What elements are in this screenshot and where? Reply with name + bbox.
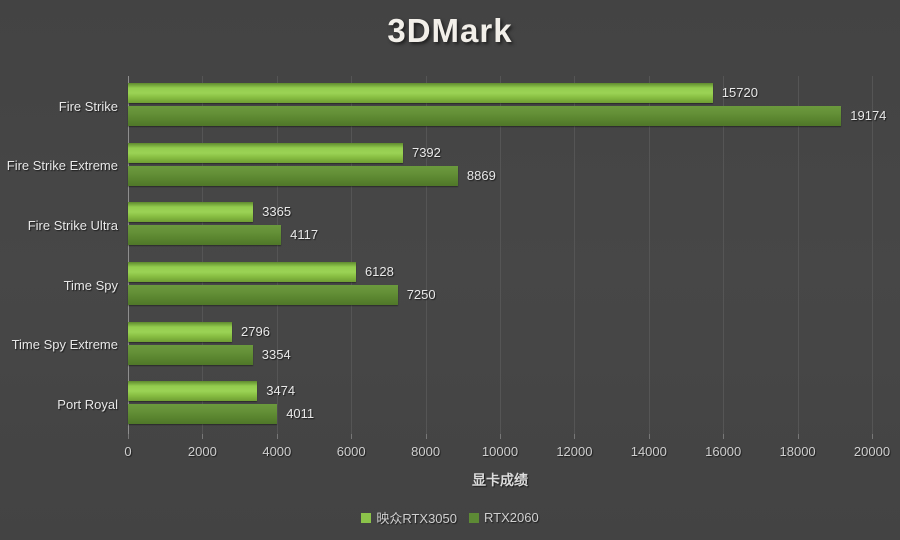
bar-series1 — [128, 83, 713, 103]
x-axis-tick-mark — [797, 434, 799, 439]
legend-item: RTX2060 — [469, 510, 539, 525]
x-axis-tick-mark — [276, 434, 278, 439]
category-row: Fire Strike Ultra 3365 4117 — [28, 195, 872, 255]
x-axis-tick-label: 20000 — [853, 444, 891, 459]
bar-series1 — [128, 381, 258, 402]
x-axis-tick-label: 2000 — [187, 444, 217, 459]
gridline — [723, 76, 725, 434]
gridline — [872, 76, 873, 434]
gridline — [276, 76, 278, 434]
x-axis-tick-mark — [500, 434, 501, 439]
category-row: Fire Strike 15720 19174 — [59, 76, 886, 136]
bar-value-label: 6128 — [364, 264, 394, 279]
bar-series2 — [128, 285, 398, 305]
gridline — [648, 76, 650, 434]
gridline — [425, 76, 427, 434]
legend-label: 映众RTX3050 — [376, 511, 457, 526]
x-axis-tick-mark — [425, 434, 427, 439]
x-axis-tick-label: 18000 — [779, 444, 816, 459]
category-label: Time Spy Extreme — [11, 337, 118, 353]
x-axis-tick-mark — [128, 434, 129, 439]
bar-series2 — [128, 404, 278, 425]
y-axis-line — [128, 76, 129, 434]
bar-value-label: 4117 — [290, 227, 319, 243]
bar-value-label: 7250 — [406, 287, 436, 302]
legend-swatch — [469, 512, 479, 523]
bar-series2 — [128, 106, 842, 126]
x-axis-tick-label: 16000 — [705, 444, 742, 459]
category-label: Port Royal — [57, 396, 118, 412]
gridline — [202, 76, 204, 434]
bar-value-label: 15720 — [721, 85, 758, 100]
legend-swatch — [361, 512, 372, 523]
x-axis-tick-mark — [872, 434, 873, 439]
bar-series1 — [128, 142, 403, 163]
x-axis-tick-mark — [648, 434, 650, 439]
bar-series2 — [128, 165, 458, 186]
gridline — [351, 76, 353, 434]
x-axis-tick-label: 12000 — [556, 444, 593, 459]
category-label: Fire Strike — [58, 98, 118, 114]
bar-series1 — [128, 321, 232, 342]
x-axis-tick-label: 0 — [124, 444, 132, 459]
bar-value-label: 4011 — [286, 406, 315, 422]
category-row: Time Spy Extreme 2796 3354 — [12, 315, 872, 375]
category-label: Time Spy — [63, 277, 118, 293]
gridline — [500, 76, 501, 434]
plot-area: 0 2000 4000 6000 8000 10000 12000 14000 16000 180… — [7, 76, 890, 459]
x-axis-tick-label: 8000 — [411, 444, 441, 459]
category-row: Time Spy 6128 7250 — [64, 255, 872, 315]
category-row: Fire Strike Extreme 7392 8869 — [7, 136, 872, 196]
legend-label: RTX2060 — [484, 510, 539, 525]
bar-value-label: 3365 — [262, 204, 292, 220]
x-axis-tick-mark — [202, 434, 204, 439]
x-axis-title: 显卡成绩 — [472, 472, 528, 488]
x-axis-tick-label: 4000 — [262, 444, 292, 459]
bar-series1 — [128, 262, 356, 282]
chart-title: 3DMark — [387, 12, 513, 49]
x-axis-tick-mark — [574, 434, 576, 439]
x-axis-tick-mark — [723, 434, 725, 439]
bar-value-label: 8869 — [466, 167, 496, 183]
bar-series1 — [128, 202, 254, 223]
bar-value-label: 19174 — [850, 108, 887, 123]
bar-value-label: 2796 — [241, 323, 270, 339]
x-axis-tick-label: 6000 — [336, 444, 366, 459]
gridline — [797, 76, 799, 434]
gridline — [574, 76, 576, 434]
category-label: Fire Strike Ultra — [27, 217, 118, 233]
bar-series2 — [128, 344, 253, 365]
x-axis-tick-mark — [351, 434, 353, 439]
bar-series2 — [128, 225, 282, 246]
category-label: Fire Strike Extreme — [6, 158, 118, 174]
x-axis-tick-label: 14000 — [630, 444, 667, 459]
bar-value-label: 7392 — [411, 144, 441, 160]
x-axis-tick-label: 10000 — [481, 444, 519, 459]
category-row: Port Royal 3474 4011 — [57, 374, 872, 434]
bar-value-label: 3354 — [261, 346, 291, 362]
legend: 映众RTX3050 RTX2060 — [0, 508, 900, 527]
legend-item: 映众RTX3050 — [361, 508, 457, 527]
bar-value-label: 3474 — [266, 383, 296, 399]
